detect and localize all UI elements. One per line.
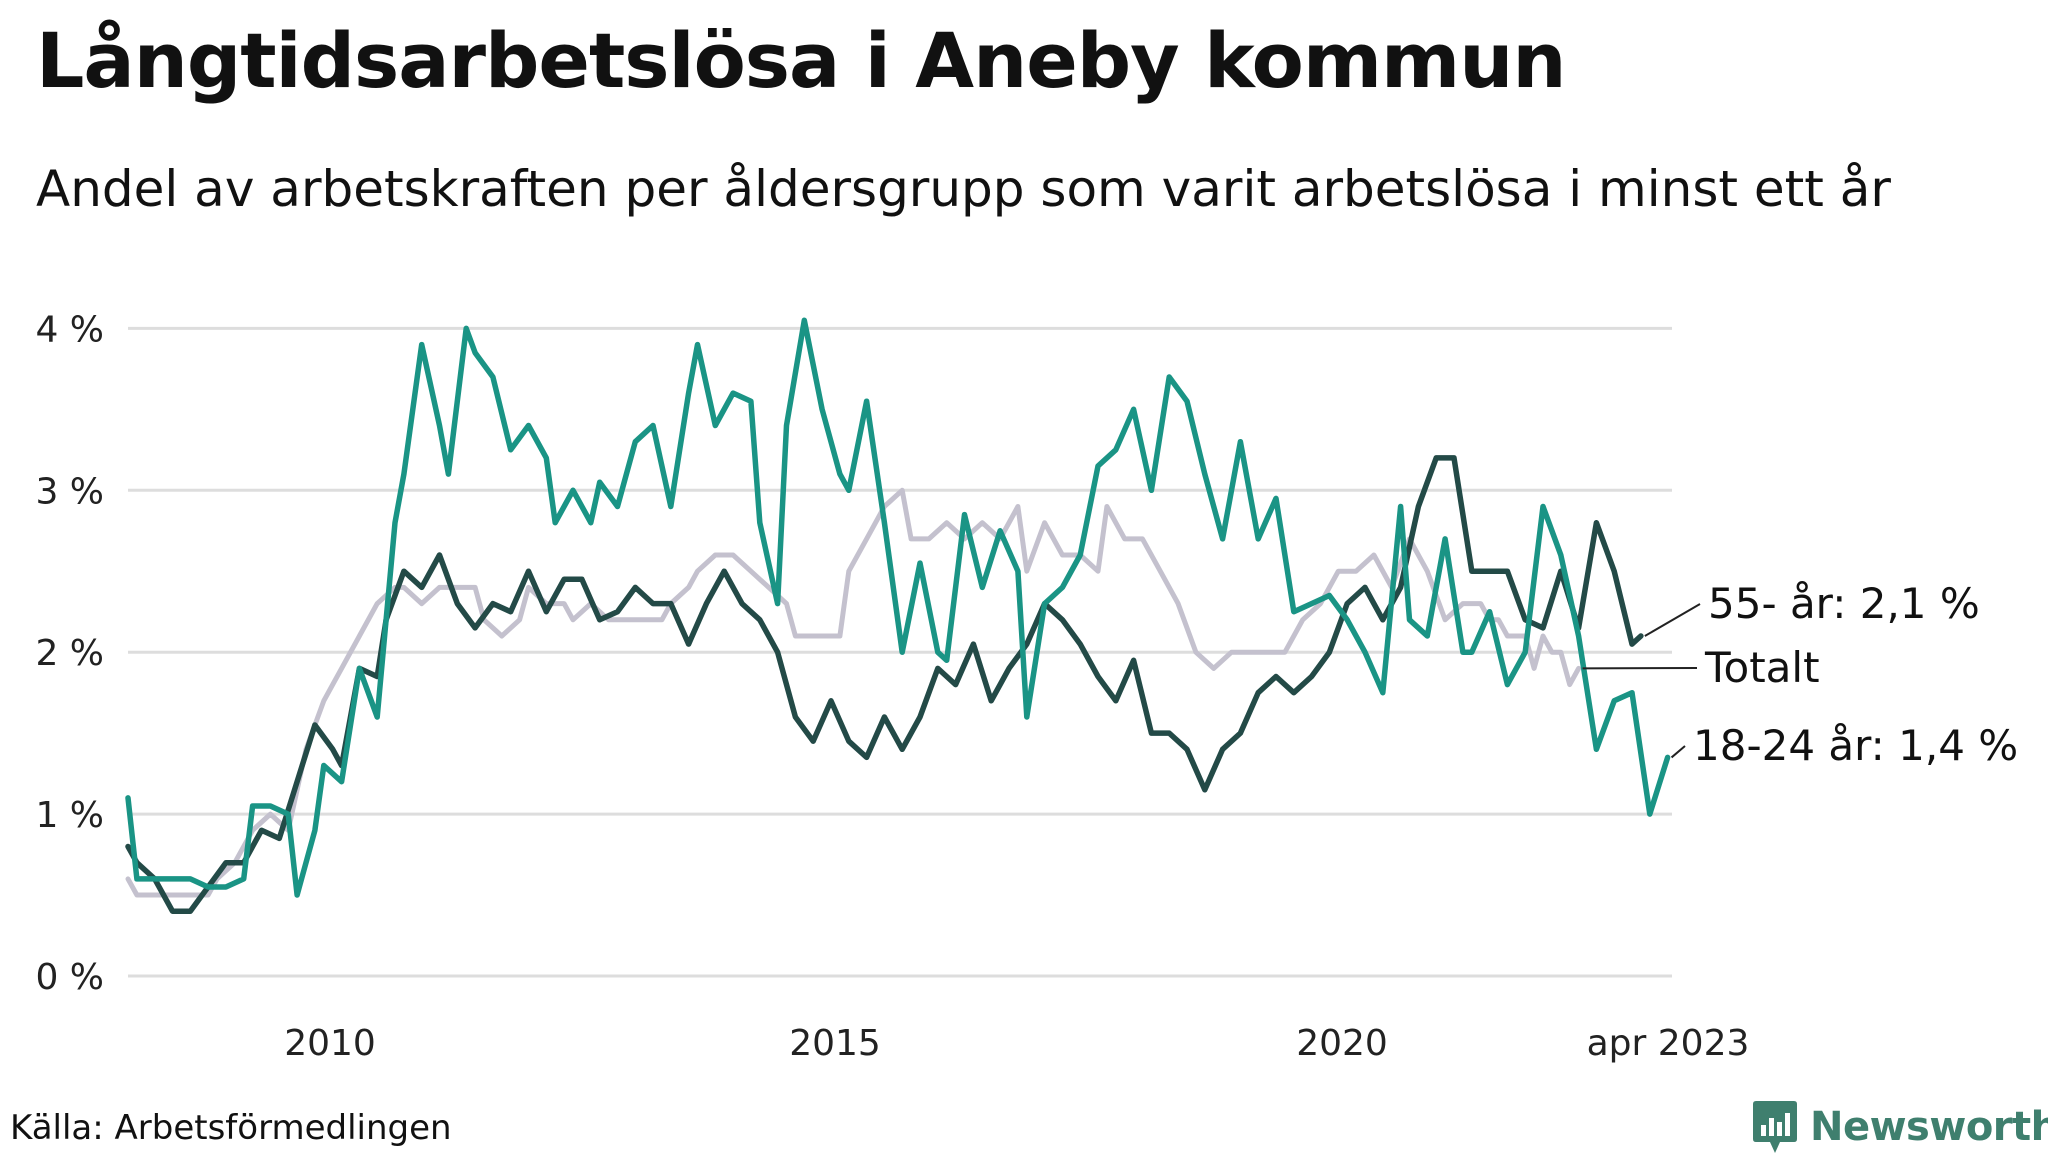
x-tick-label: 2020 [1296, 1023, 1388, 1064]
y-tick-label: 4 % [35, 309, 104, 350]
series-label-age55: 55- år: 2,1 % [1708, 579, 1980, 628]
brand-logo: Newsworthy [1752, 1098, 2048, 1156]
y-tick-label: 0 % [35, 957, 104, 998]
line-chart: 0 % 1 % 2 % 3 % 4 % 2010 2015 2020 apr 2023 Tot… [0, 0, 2048, 1100]
x-tick-label: 2010 [284, 1023, 376, 1064]
source-note: Källa: Arbetsförmedlingen [10, 1108, 452, 1148]
x-tick-label: apr 2023 [1587, 1023, 1750, 1064]
x-tick-label: 2015 [789, 1023, 881, 1064]
series-line-age18_24 [128, 320, 1668, 895]
series-label-age18_24: 18-24 år: 1,4 % [1693, 721, 2018, 770]
x-axis: 2010 2015 2020 apr 2023 [284, 1023, 1749, 1064]
series-lines [128, 320, 1668, 911]
label-connector-age18_24 [1672, 746, 1685, 757]
y-tick-label: 1 % [35, 795, 104, 836]
label-connector-age55 [1645, 604, 1700, 636]
brand-name: Newsworthy [1810, 1104, 2048, 1150]
newsworthy-logo-icon [1752, 1099, 1798, 1155]
series-line-totalt [128, 490, 1579, 895]
series-label-totalt: Totalt [1704, 643, 1820, 692]
end-labels: Totalt 55- år: 2,1 % 18-24 år: 1,4 % [1583, 579, 2019, 770]
y-tick-label: 2 % [35, 633, 104, 674]
y-axis: 0 % 1 % 2 % 3 % 4 % [35, 309, 104, 998]
y-tick-label: 3 % [35, 471, 104, 512]
